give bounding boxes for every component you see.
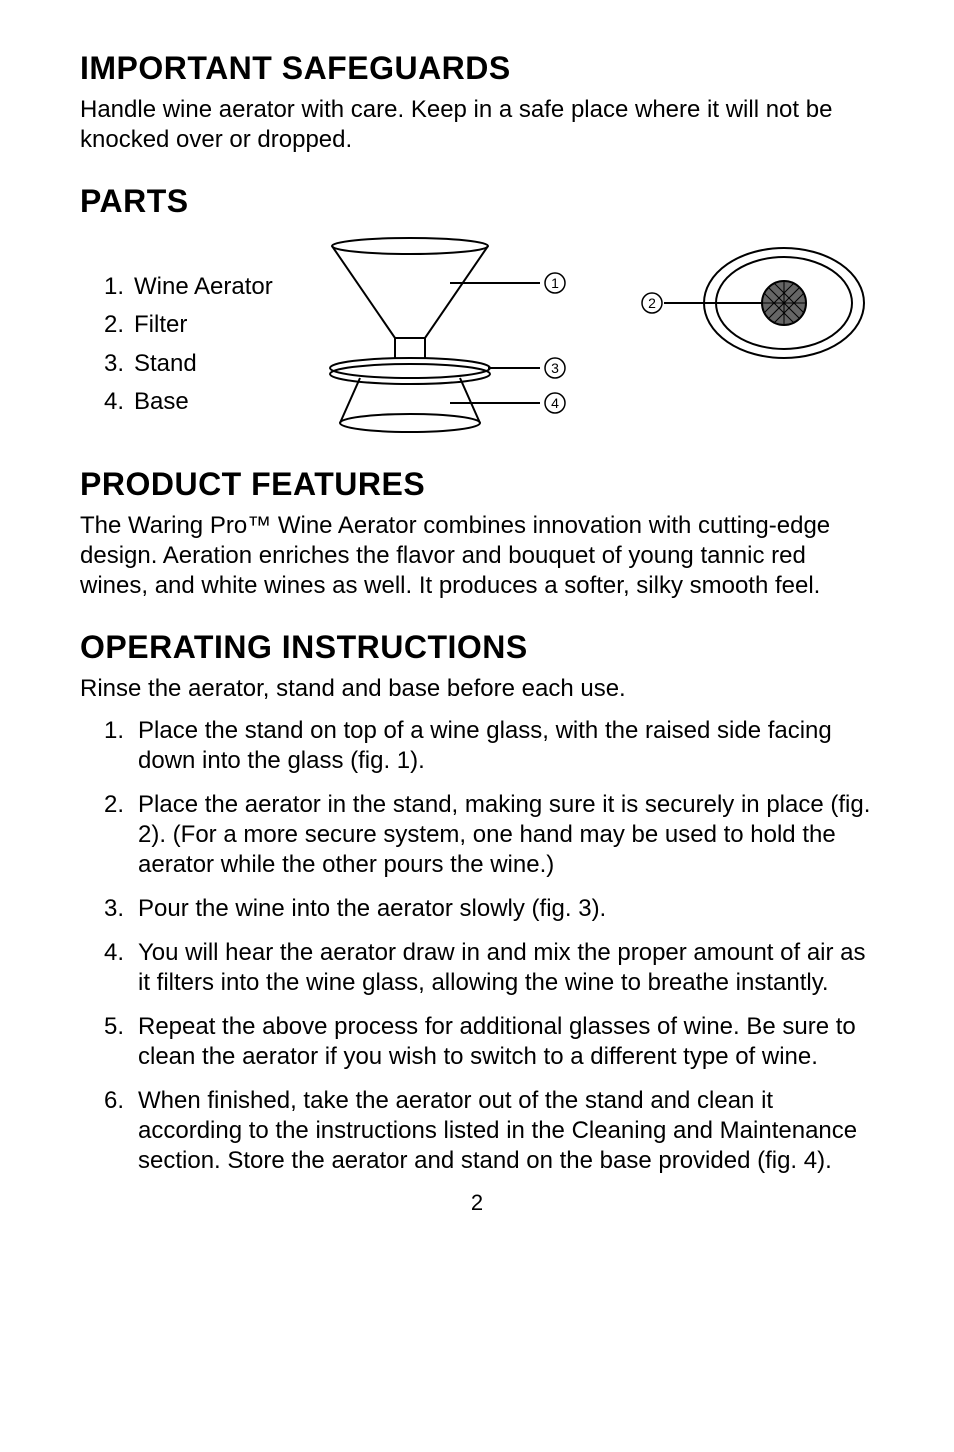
parts-label: Base [134,383,189,421]
callout-2: 2 [648,295,656,311]
step-num: 5. [100,1012,124,1072]
step-num: 1. [100,716,124,776]
parts-num: 1. [100,268,124,306]
safeguards-text: Handle wine aerator with care. Keep in a… [80,95,874,155]
step-item: 4.You will hear the aerator draw in and … [100,938,874,998]
parts-list: 1. Wine Aerator 2. Filter 3. Stand 4. Base [100,268,290,422]
parts-label: Wine Aerator [134,268,273,306]
step-text: Place the stand on top of a wine glass, … [138,716,874,776]
parts-item: 3. Stand [100,345,290,383]
parts-item: 4. Base [100,383,290,421]
operating-steps: 1.Place the stand on top of a wine glass… [80,716,874,1176]
aerator-top-diagram: 2 [624,228,874,378]
features-text: The Waring Pro™ Wine Aerator combines in… [80,511,874,601]
parts-row: 1. Wine Aerator 2. Filter 3. Stand 4. Base [80,228,874,438]
step-text: Repeat the above process for additional … [138,1012,874,1072]
step-item: 6.When finished, take the aerator out of… [100,1086,874,1176]
step-text: When finished, take the aerator out of t… [138,1086,874,1176]
features-heading: PRODUCT FEATURES [80,466,874,503]
parts-list-wrap: 1. Wine Aerator 2. Filter 3. Stand 4. Base [80,228,290,422]
parts-num: 3. [100,345,124,383]
page-container: IMPORTANT SAFEGUARDS Handle wine aerator… [0,0,954,1256]
page-number: 2 [80,1190,874,1216]
step-num: 3. [100,894,124,924]
callout-1: 1 [551,275,559,291]
parts-num: 4. [100,383,124,421]
parts-heading: PARTS [80,183,874,220]
safeguards-heading: IMPORTANT SAFEGUARDS [80,50,874,87]
parts-item: 1. Wine Aerator [100,268,290,306]
operating-intro: Rinse the aerator, stand and base before… [80,674,874,704]
parts-label: Stand [134,345,197,383]
diagram-wrap: 1 3 4 [300,228,874,438]
step-item: 5.Repeat the above process for additiona… [100,1012,874,1072]
step-text: Place the aerator in the stand, making s… [138,790,874,880]
step-item: 3. Pour the wine into the aerator slowly … [100,894,874,924]
step-num: 6. [100,1086,124,1176]
step-item: 1.Place the stand on top of a wine glass… [100,716,874,776]
step-num: 2. [100,790,124,880]
step-num: 4. [100,938,124,998]
parts-num: 2. [100,306,124,344]
operating-heading: OPERATING INSTRUCTIONS [80,629,874,666]
callout-4: 4 [551,395,559,411]
aerator-side-diagram: 1 3 4 [300,228,610,438]
parts-label: Filter [134,306,187,344]
callout-3: 3 [551,360,559,376]
step-text: Pour the wine into the aerator slowly (f… [138,894,606,924]
step-item: 2.Place the aerator in the stand, making… [100,790,874,880]
parts-item: 2. Filter [100,306,290,344]
step-text: You will hear the aerator draw in and mi… [138,938,874,998]
